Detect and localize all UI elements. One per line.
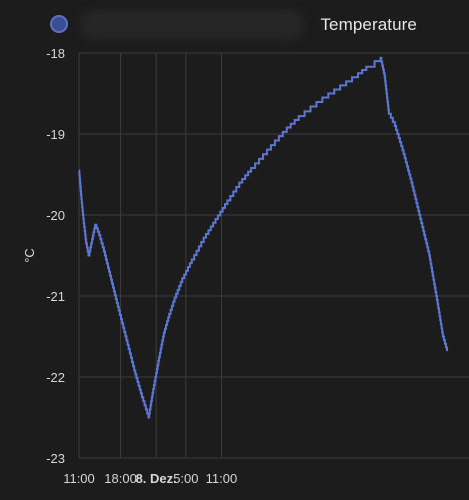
y-tick-label: -21 — [46, 289, 65, 304]
y-tick-label: -18 — [46, 46, 65, 61]
x-tick-label: 5:00 — [173, 471, 198, 486]
x-tick-label: 18:00 — [104, 471, 137, 486]
y-tick-label: -19 — [46, 127, 65, 142]
y-tick-label: -20 — [46, 208, 65, 223]
grid — [78, 52, 469, 459]
x-tick-label: 11:00 — [63, 471, 95, 486]
temperature-series-line[interactable] — [78, 56, 449, 419]
x-tick-label: 11:00 — [206, 471, 238, 486]
series-layer — [78, 56, 449, 419]
legend-series-marker[interactable] — [50, 15, 68, 33]
y-tick-label: -22 — [46, 370, 65, 385]
axis-labels: -18 -19 -20 -21 -22 -23 11:00 18:008. Dez.5:00 1… — [22, 46, 237, 486]
chart-title: Temperature — [320, 15, 417, 34]
chart-header: Temperature — [0, 0, 469, 50]
x-tick-label: 8. Dez. — [136, 471, 177, 486]
legend-series-name-redacted — [80, 10, 305, 40]
y-axis-unit-label: °C — [22, 248, 37, 263]
y-tick-label: -23 — [46, 451, 65, 466]
